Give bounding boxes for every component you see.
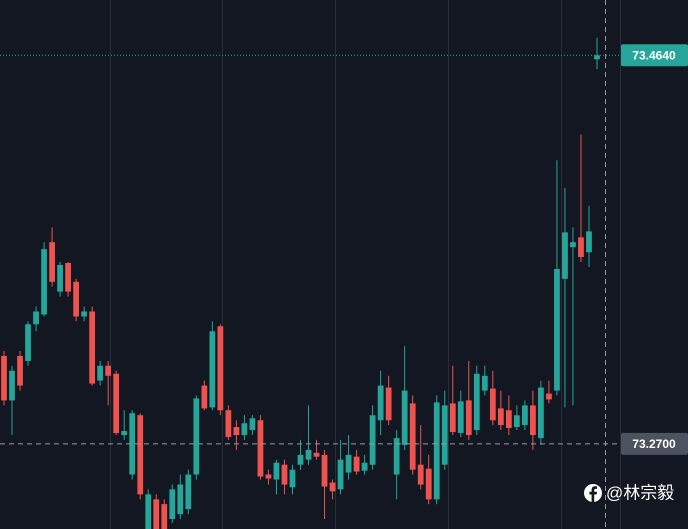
candle-body [401, 390, 408, 445]
candle-body [313, 452, 320, 457]
candle-body [345, 454, 352, 473]
candle-body [161, 504, 168, 529]
price-labels: 73.4640 73.2700 [0, 44, 688, 455]
candle-body [89, 311, 96, 384]
candle-body [153, 499, 160, 529]
watermark-icon [584, 484, 602, 502]
candle-body [33, 311, 39, 325]
candle-body [305, 449, 312, 460]
candle-body [377, 385, 384, 421]
candle-body [505, 410, 512, 429]
candle-body [481, 375, 488, 391]
candle-body [209, 331, 216, 408]
candle-body [225, 410, 232, 438]
candle-body [586, 231, 592, 253]
candle-body [441, 405, 448, 465]
candle-body [217, 326, 224, 411]
price-label-box [621, 44, 688, 67]
candle-body [457, 401, 464, 434]
candle-body [41, 249, 47, 315]
price-label: 73.2700 [632, 437, 676, 451]
watermark: @林宗毅 [606, 483, 674, 502]
candle-body [97, 365, 104, 381]
candle-body [81, 311, 88, 317]
candle-body [393, 438, 400, 475]
candle-body [538, 387, 544, 439]
candle-body [113, 373, 120, 434]
candle-body [257, 420, 264, 477]
candle-body [73, 281, 80, 317]
candle-body [329, 482, 336, 492]
candle-body [417, 464, 424, 485]
candle-body [241, 423, 248, 436]
candle-body [353, 456, 360, 472]
candle-body [497, 408, 504, 426]
candle-body [361, 462, 368, 471]
candle-body [9, 370, 15, 401]
candle-body [297, 454, 304, 465]
candle-body [105, 365, 112, 376]
candle-body [425, 468, 432, 500]
candle-body [201, 385, 208, 409]
candle-body [137, 415, 144, 495]
candle-body [578, 237, 584, 257]
candle-body [530, 405, 536, 436]
candle-body [513, 415, 520, 428]
candle-body [249, 418, 256, 431]
candle-body [369, 415, 376, 465]
candle-body [521, 405, 528, 426]
facebook-glyph [589, 486, 597, 502]
candle-body [65, 262, 71, 292]
candle-body [57, 265, 63, 292]
candle-body [321, 454, 328, 487]
candle-body [385, 387, 392, 421]
candle-body [265, 474, 272, 479]
candle-body [554, 269, 560, 391]
price-label: 73.4640 [632, 48, 676, 62]
candles [1, 37, 600, 529]
candle-body [193, 398, 200, 475]
candle-body [289, 469, 296, 488]
candle-body [337, 459, 344, 490]
candle-body [473, 373, 480, 431]
time-grid [110, 0, 562, 529]
candle-body [169, 489, 176, 519]
candle-body [17, 355, 23, 386]
candle-body [145, 494, 152, 529]
candle-body [1, 355, 7, 401]
candle-body [49, 242, 55, 282]
candle-body [177, 484, 184, 515]
candle-body [409, 403, 416, 470]
price-label-box [621, 432, 688, 455]
candle-body [281, 464, 288, 485]
candle-body [562, 232, 568, 279]
candle-body [273, 462, 280, 480]
candle-body [25, 324, 31, 361]
candle-body [185, 474, 192, 510]
candle-body [449, 403, 456, 433]
candle-body [570, 242, 576, 248]
candle-body [546, 393, 552, 400]
candle-body [465, 400, 472, 436]
candle-body [489, 388, 496, 421]
candle-body [129, 413, 136, 475]
candle-body [433, 402, 440, 500]
candle-body [121, 431, 128, 436]
candle-body [594, 55, 600, 60]
candle-body [233, 427, 240, 436]
